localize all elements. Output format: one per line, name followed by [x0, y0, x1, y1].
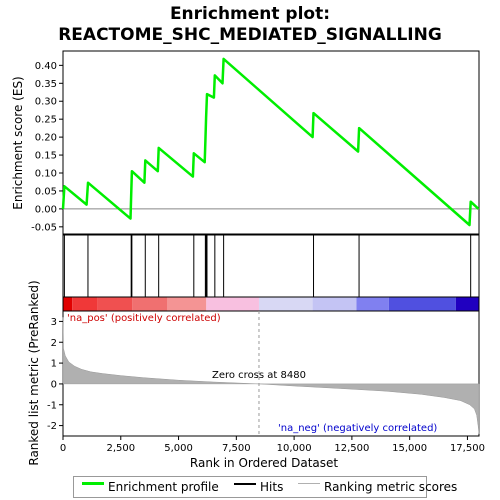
es-y-axis-label: Enrichment score (ES)	[11, 76, 25, 209]
legend-label-enrichment-profile: Enrichment profile	[108, 480, 219, 494]
x-tick-label: 0	[60, 443, 66, 454]
pos-correlated-label: 'na_pos' (positively correlated)	[67, 313, 221, 324]
es-y-tick-label: 0.40	[35, 61, 57, 72]
hits-markers	[63, 235, 472, 297]
legend: Enrichment profile Hits Ranking metric s…	[73, 476, 457, 498]
color-bar-segment	[206, 297, 259, 311]
x-tick-label: 15,000	[392, 443, 427, 454]
color-bar-segment	[258, 297, 313, 311]
color-bar-segment	[72, 297, 98, 311]
color-bar-segment	[63, 297, 73, 311]
enrichment-profile-line	[61, 57, 480, 227]
color-bar-segment	[356, 297, 389, 311]
x-tick-label: 12,500	[334, 443, 369, 454]
color-bar-segment	[455, 297, 479, 311]
color-bar-segment	[97, 297, 133, 311]
metric-y-tick-label: 3	[51, 317, 57, 328]
es-y-tick-label: 0.35	[35, 79, 57, 90]
es-y-axis: -0.05 0.00 0.05 0.10 0.15 0.20 0.25 0.30 0.35 0.4…	[31, 61, 63, 233]
chart-title-line2: REACTOME_SHC_MEDIATED_SIGNALLING	[58, 25, 442, 45]
legend-swatch-hits	[234, 483, 256, 485]
hits-panel-frame	[62, 234, 480, 298]
x-tick-label: 5,000	[164, 443, 193, 454]
x-axis-label: Rank in Ordered Dataset	[190, 456, 338, 470]
es-panel-frame	[62, 50, 480, 235]
neg-correlated-label: 'na_neg' (negatively correlated)	[278, 423, 437, 434]
metric-y-tick-label: -1	[47, 400, 57, 411]
legend-swatch-enrichment-profile	[82, 482, 104, 485]
x-tick-label: 7,500	[222, 443, 251, 454]
es-y-tick-label: 0.00	[35, 204, 57, 215]
es-y-tick-label: 0.10	[35, 169, 57, 180]
x-axis: 0 2,500 5,000 7,500 10,000 12,500 15,000 17,500	[60, 436, 485, 454]
x-tick-label: 10,000	[277, 443, 312, 454]
rank-color-bar	[62, 296, 480, 312]
x-tick-label: 17,500	[450, 443, 485, 454]
x-tick-label: 2,500	[106, 443, 135, 454]
metric-y-tick-label: 0	[51, 379, 57, 390]
color-bar-segment	[167, 297, 207, 311]
color-bar-segment	[132, 297, 167, 311]
metric-y-axis-label: Ranked list metric (PreRanked)	[27, 280, 41, 465]
es-y-tick-label: 0.20	[35, 133, 57, 144]
metric-y-tick-label: 1	[51, 359, 57, 370]
legend-label-ranking-metric: Ranking metric scores	[324, 480, 458, 494]
legend-swatch-ranking-metric	[298, 483, 320, 484]
es-y-tick-label: 0.15	[35, 151, 57, 162]
color-bar-segment	[388, 297, 456, 311]
es-y-tick-label: 0.30	[35, 97, 57, 108]
es-y-tick-label: -0.05	[31, 222, 57, 233]
chart-title-line1: Enrichment plot:	[170, 4, 330, 24]
metric-y-tick-label: 2	[51, 338, 57, 349]
metric-y-axis: -2 -1 0 1 2 3	[47, 317, 63, 432]
metric-y-tick-label: -2	[47, 421, 57, 432]
es-y-tick-label: 0.05	[35, 186, 57, 197]
legend-label-hits: Hits	[260, 480, 284, 494]
color-bar-segment	[312, 297, 357, 311]
zero-cross-label: Zero cross at 8480	[212, 370, 306, 381]
enrichment-profile-path	[61, 57, 480, 227]
es-y-tick-label: 0.25	[35, 115, 57, 126]
